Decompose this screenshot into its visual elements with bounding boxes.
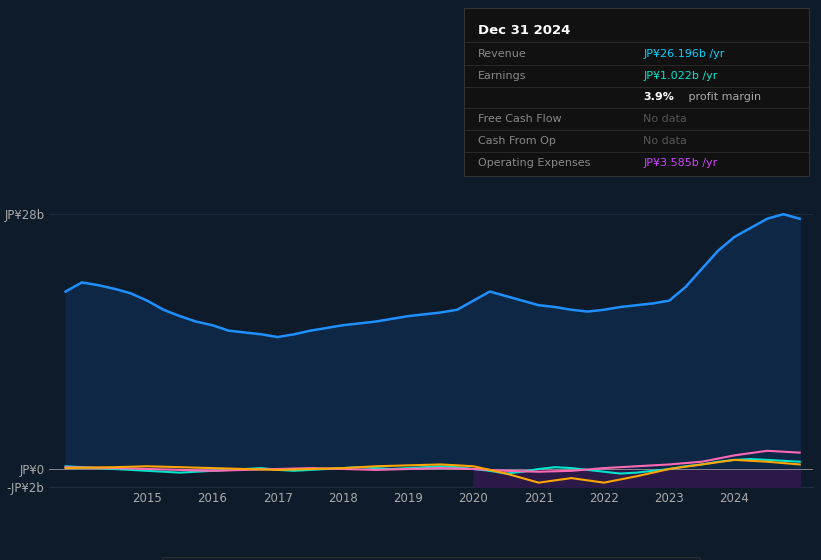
Text: JP¥26.196b /yr: JP¥26.196b /yr [643,49,725,59]
Text: No data: No data [643,136,687,146]
Text: JP¥3.585b /yr: JP¥3.585b /yr [643,158,718,168]
Text: 3.9%: 3.9% [643,92,674,102]
Text: profit margin: profit margin [685,92,761,102]
Text: Cash From Op: Cash From Op [478,136,556,146]
Legend: Revenue, Earnings, Free Cash Flow, Cash From Op, Operating Expenses: Revenue, Earnings, Free Cash Flow, Cash … [162,557,700,560]
Text: Free Cash Flow: Free Cash Flow [478,114,562,124]
Text: Earnings: Earnings [478,71,526,81]
Text: Dec 31 2024: Dec 31 2024 [478,24,570,37]
Text: JP¥1.022b /yr: JP¥1.022b /yr [643,71,718,81]
Text: No data: No data [643,114,687,124]
Text: Operating Expenses: Operating Expenses [478,158,590,168]
Text: Revenue: Revenue [478,49,526,59]
